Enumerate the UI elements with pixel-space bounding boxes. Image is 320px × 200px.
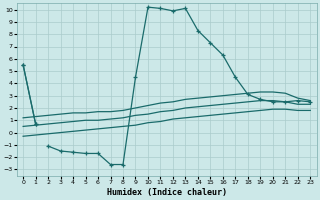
X-axis label: Humidex (Indice chaleur): Humidex (Indice chaleur) [107,188,227,197]
